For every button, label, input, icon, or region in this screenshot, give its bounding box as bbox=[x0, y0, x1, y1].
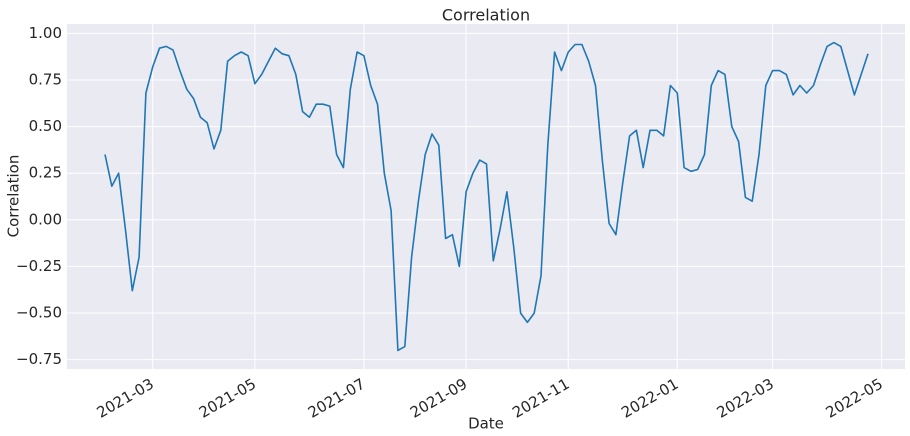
x-tick-label: 2022-03 bbox=[714, 375, 777, 422]
x-tick-label: 2021-05 bbox=[196, 375, 259, 422]
y-tick-label: −0.75 bbox=[16, 350, 62, 368]
y-tick-label: −0.50 bbox=[16, 304, 62, 322]
x-tick-label: 2022-01 bbox=[618, 375, 681, 422]
y-tick-label: 1.00 bbox=[29, 24, 62, 42]
x-tick-label: 2021-11 bbox=[509, 375, 572, 422]
y-tick-label: −0.25 bbox=[16, 257, 62, 275]
y-tick-label: 0.75 bbox=[29, 70, 62, 88]
y-tick-label: 0.00 bbox=[29, 210, 62, 228]
x-tick-label: 2021-09 bbox=[407, 375, 470, 422]
y-tick-label: 0.50 bbox=[29, 117, 62, 135]
data-line bbox=[104, 41, 869, 352]
y-tick-label: 0.25 bbox=[29, 164, 62, 182]
x-tick-label: 2021-07 bbox=[305, 375, 368, 422]
y-axis-label: Correlation bbox=[5, 155, 23, 238]
chart-title: Correlation bbox=[442, 6, 530, 25]
plot-area bbox=[67, 24, 905, 369]
x-tick-label: 2021-03 bbox=[94, 375, 157, 422]
x-tick-label: 2022-05 bbox=[823, 375, 886, 422]
x-axis-label: Date bbox=[468, 415, 504, 433]
